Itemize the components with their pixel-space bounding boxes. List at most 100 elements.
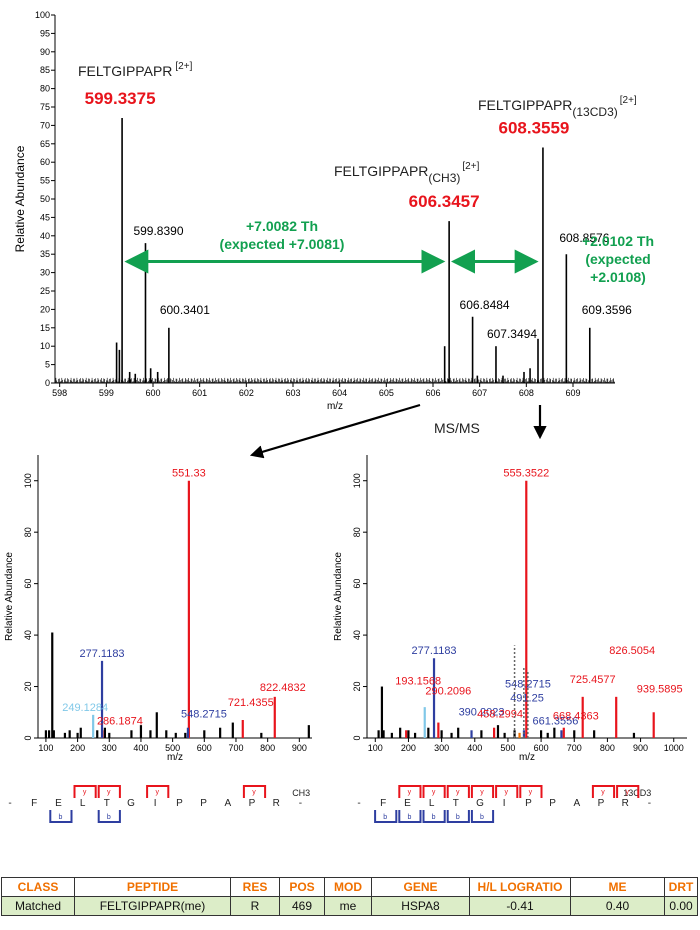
b-ion-label: b — [407, 814, 411, 821]
b-ion-label: b — [383, 814, 387, 821]
y-tick-label: 20 — [40, 304, 50, 314]
y-tick-label: 0 — [352, 735, 362, 740]
y-tick-label: 50 — [40, 194, 50, 204]
y-ion-bracket — [73, 785, 97, 798]
y-ion-label: y — [625, 789, 629, 796]
y-tick-label: 40 — [23, 630, 33, 640]
y-tick-label: 65 — [40, 139, 50, 149]
y-ion-label: y — [408, 789, 412, 796]
sequence-residue: P — [249, 798, 256, 809]
header-gene: GENE — [371, 877, 470, 897]
x-tick-label: 900 — [633, 743, 648, 753]
sequence-residue: - — [648, 798, 651, 809]
y-ion-bracket — [146, 785, 170, 798]
y-tick-label: 100 — [352, 473, 362, 488]
y-ion-label: y — [432, 789, 436, 796]
cell-class: Matched — [1, 896, 75, 916]
x-tick-label: 608 — [519, 388, 534, 398]
header-pos: POS — [279, 877, 325, 897]
y-tick-label: 40 — [352, 630, 362, 640]
peak-label: 458.2994 — [477, 709, 523, 721]
sequence-residue: G — [127, 798, 135, 809]
x-tick-label: 604 — [332, 388, 347, 398]
x-axis-label: m/z — [519, 752, 535, 763]
arrow-to-left-msms — [249, 403, 421, 459]
sequence-mod: CH3 — [292, 788, 310, 798]
cell-logratio: -0.41 — [469, 896, 571, 916]
sequence-residue: L — [80, 798, 86, 809]
y-axis-label: Relative Abundance — [13, 145, 27, 252]
header-drt: DRT — [664, 877, 698, 897]
cell-gene: HSPA8 — [371, 896, 470, 916]
label-ch3-peptide: FELTGIPPAPR(CH3)[2+] — [334, 161, 480, 185]
b-ion-bracket — [422, 810, 446, 823]
y-ion-bracket — [97, 785, 121, 798]
peak-label: 826.5054 — [609, 645, 655, 657]
b-ion-label: b — [107, 814, 111, 821]
y-tick-label: 10 — [40, 341, 50, 351]
x-tick-label: 300 — [434, 743, 449, 753]
sequence-residue: E — [404, 798, 411, 809]
peak-label: 193.1568 — [395, 676, 441, 688]
y-ion-bracket — [519, 785, 543, 798]
sequence-residue: A — [224, 798, 231, 809]
y-tick-label: 25 — [40, 286, 50, 296]
y-tick-label: 95 — [40, 28, 50, 38]
y-tick-label: 60 — [23, 579, 33, 589]
y-ion-label: y — [83, 789, 87, 796]
sequence-residue: P — [200, 798, 207, 809]
header-logratio: H/L LOGRATIO — [469, 877, 571, 897]
peak-label: 606.8484 — [460, 298, 510, 312]
x-tick-label: 603 — [285, 388, 300, 398]
b-ion-label: b — [480, 814, 484, 821]
shift1-line2: (expected +7.0081) — [220, 236, 345, 252]
y-tick-label: 40 — [40, 231, 50, 241]
y-tick-label: 70 — [40, 120, 50, 130]
sequence-residue: P — [549, 798, 556, 809]
peak-label: 661.3556 — [532, 715, 578, 727]
y-ion-bracket — [495, 785, 519, 798]
y-ion-bracket — [422, 785, 446, 798]
shift2-line2: (expected — [585, 251, 650, 267]
y-tick-label: 85 — [40, 65, 50, 75]
peak-label: 939.5895 — [637, 683, 683, 695]
y-tick-label: 55 — [40, 176, 50, 186]
b-ion-bracket — [398, 810, 422, 823]
b-ion-bracket — [49, 810, 73, 823]
x-tick-label: 400 — [467, 743, 482, 753]
sequence-residue: I — [503, 798, 506, 809]
sequence-residue: F — [380, 798, 386, 809]
cell-drt: 0.00 — [664, 896, 698, 916]
peak-label: 249.1284 — [62, 702, 108, 714]
y-ion-bracket — [591, 785, 616, 798]
baseline-noise — [55, 377, 615, 383]
x-tick-label: 300 — [102, 743, 117, 753]
peak-label: 599.8390 — [133, 224, 183, 238]
msms-spectrum-right: 100 200 300 400 500 600 700 800 900 1000 0 20 40 60 80… — [333, 455, 687, 763]
peak-label: 290.2096 — [425, 686, 471, 698]
b-ion-bracket — [374, 810, 398, 823]
peak-label: 607.3494 — [487, 327, 537, 341]
x-tick-label: 700 — [228, 743, 243, 753]
x-tick-label: 100 — [368, 743, 383, 753]
peak-label: 668.4363 — [553, 711, 599, 723]
header-class: CLASS — [1, 877, 75, 897]
y-tick-label: 80 — [23, 527, 33, 537]
x-tick-label: 609 — [565, 388, 580, 398]
peak-label: 822.4832 — [260, 682, 306, 694]
b-ion-bracket — [470, 810, 495, 823]
y-tick-label: 20 — [23, 682, 33, 692]
y-ion-label: y — [107, 789, 111, 796]
sequence-mod: 13CD3 — [623, 788, 651, 798]
x-tick-label: 601 — [192, 388, 207, 398]
b-ion-label: b — [432, 814, 436, 821]
y-ion-label: y — [456, 789, 460, 796]
y-tick-label: 5 — [45, 360, 50, 370]
y-tick-label: 30 — [40, 268, 50, 278]
summary-table: CLASS PEPTIDE RES POS MOD GENE H/L LOGRA… — [1, 877, 698, 916]
header-res: RES — [230, 877, 280, 897]
x-tick-label: 600 — [534, 743, 549, 753]
label-light-peptide: FELTGIPPAPR [2+] — [78, 61, 193, 79]
sequence-residue: L — [429, 798, 435, 809]
peak-label: 551.33 — [172, 468, 206, 480]
